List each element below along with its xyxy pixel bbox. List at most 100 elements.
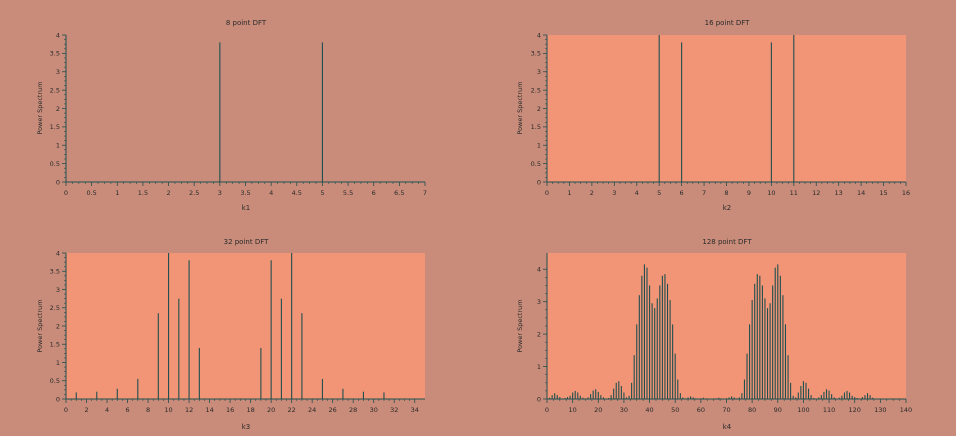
y-tick-label: 2.5 <box>50 86 60 94</box>
subplot-title: 16 point DFT <box>705 19 751 27</box>
data-series <box>75 253 385 399</box>
x-tick-label: 11 <box>790 189 798 197</box>
x-tick-label: 4 <box>105 406 109 414</box>
x-tick-label: 1 <box>115 189 119 197</box>
x-tick-label: 10 <box>569 406 577 414</box>
x-tick-label: 4 <box>635 189 639 197</box>
x-tick-label: 1 <box>567 189 571 197</box>
axes: 0 1 2 3 4 5 6 7 8 9 10 11 12 13 14 15 1600.511.522.533.5… <box>531 31 910 197</box>
y-tick-label: 4 <box>56 31 60 39</box>
x-tick-label: 5 <box>320 189 324 197</box>
x-tick-label: 0.5 <box>86 189 96 197</box>
y-tick-label: 3 <box>56 286 60 294</box>
x-tick-label: 12 <box>185 406 193 414</box>
x-tick-label: 30 <box>370 406 378 414</box>
x-tick-label: 14 <box>857 189 865 197</box>
x-tick-label: 15 <box>879 189 887 197</box>
x-tick-label: 3 <box>612 189 616 197</box>
data-series <box>549 264 874 399</box>
x-tick-label: 16 <box>226 406 234 414</box>
x-axis-label: k3 <box>242 423 251 431</box>
x-tick-label: 0 <box>545 189 549 197</box>
y-tick-label: 1.5 <box>50 341 60 349</box>
y-tick-label: 0.5 <box>50 377 60 385</box>
y-tick-label: 2 <box>56 105 60 113</box>
subplot-title: 8 point DFT <box>226 19 267 27</box>
x-tick-label: 7 <box>423 189 427 197</box>
x-tick-label: 40 <box>645 406 653 414</box>
x-tick-label: 18 <box>246 406 254 414</box>
y-tick-label: 1.5 <box>531 123 541 131</box>
x-tick-label: 10 <box>164 406 172 414</box>
x-tick-label: 2 <box>84 406 88 414</box>
x-tick-label: 2 <box>167 189 171 197</box>
x-tick-label: 4.5 <box>292 189 302 197</box>
x-tick-label: 0 <box>545 406 549 414</box>
x-tick-label: 26 <box>329 406 337 414</box>
y-axis-label: Power Spectrum <box>36 81 44 134</box>
x-tick-label: 28 <box>349 406 357 414</box>
x-tick-label: 5.5 <box>343 189 353 197</box>
y-tick-label: 0.5 <box>531 160 541 168</box>
x-tick-label: 100 <box>797 406 809 414</box>
x-tick-label: 80 <box>748 406 756 414</box>
subplot-32-point-dft: 32 point DFT k3 Power Spectrum 0 2 4 6 8 10 12… <box>36 238 425 431</box>
x-axis-label: k4 <box>723 423 732 431</box>
subplot-128-point-dft: 128 point DFT k4 Power Spectrum 0 10 20 30 4… <box>516 238 912 431</box>
x-tick-label: 1.5 <box>138 189 148 197</box>
y-tick-label: 2.5 <box>50 304 60 312</box>
y-tick-label: 2 <box>56 322 60 330</box>
plot-area <box>547 253 906 399</box>
x-tick-label: 8 <box>724 189 728 197</box>
data-series <box>219 42 323 182</box>
x-tick-label: 0 <box>64 189 68 197</box>
y-tick-label: 1 <box>56 359 60 367</box>
y-tick-label: 3.5 <box>50 50 60 58</box>
x-tick-label: 6.5 <box>394 189 404 197</box>
subplot-8-point-dft: 8 point DFT k1 Power Spectrum 0 0.5 1 1.5 2 2… <box>36 19 427 212</box>
x-tick-label: 5 <box>657 189 661 197</box>
y-axis-label: Power Spectrum <box>516 299 524 352</box>
y-axis-label: Power Spectrum <box>36 299 44 352</box>
y-tick-label: 3.5 <box>531 50 541 58</box>
y-tick-label: 3 <box>56 68 60 76</box>
x-tick-label: 130 <box>874 406 886 414</box>
x-tick-label: 6 <box>680 189 684 197</box>
x-tick-label: 20 <box>594 406 602 414</box>
y-tick-label: 1 <box>537 142 541 150</box>
plot-area <box>66 35 425 182</box>
x-tick-label: 140 <box>900 406 912 414</box>
plot-area <box>66 253 425 399</box>
y-tick-label: 0 <box>537 395 541 403</box>
x-tick-label: 12 <box>812 189 820 197</box>
x-tick-label: 2.5 <box>189 189 199 197</box>
x-tick-label: 4 <box>269 189 273 197</box>
plot-area <box>547 35 906 182</box>
x-tick-label: 2 <box>590 189 594 197</box>
x-tick-label: 6 <box>125 406 129 414</box>
x-tick-label: 3.5 <box>240 189 250 197</box>
x-tick-label: 20 <box>267 406 275 414</box>
x-tick-label: 16 <box>902 189 910 197</box>
y-tick-label: 0 <box>56 178 60 186</box>
x-tick-label: 24 <box>308 406 316 414</box>
y-tick-label: 0 <box>56 395 60 403</box>
y-tick-label: 3 <box>537 68 541 76</box>
y-tick-label: 1 <box>537 363 541 371</box>
x-axis-label: k1 <box>242 204 251 212</box>
x-tick-label: 50 <box>671 406 679 414</box>
x-tick-label: 120 <box>849 406 861 414</box>
x-tick-label: 13 <box>835 189 843 197</box>
x-tick-label: 6 <box>372 189 376 197</box>
y-axis-label: Power Spectrum <box>516 81 524 134</box>
y-tick-label: 4 <box>56 249 60 257</box>
x-tick-label: 8 <box>146 406 150 414</box>
x-tick-label: 9 <box>747 189 751 197</box>
axes: 0 0.5 1 1.5 2 2.5 3 3.5 4 4.5 5 5.5 6 6.5 7 0 0.5 1 1.5 2 2.… <box>50 31 427 197</box>
y-tick-label: 2.5 <box>531 86 541 94</box>
y-tick-label: 2 <box>537 105 541 113</box>
y-tick-label: 3 <box>537 298 541 306</box>
x-tick-label: 10 <box>767 189 775 197</box>
axes: 0 2 4 6 8 10 12 14 16 18 20 22 24 26 28 30 32 3400.511.52… <box>50 249 425 414</box>
